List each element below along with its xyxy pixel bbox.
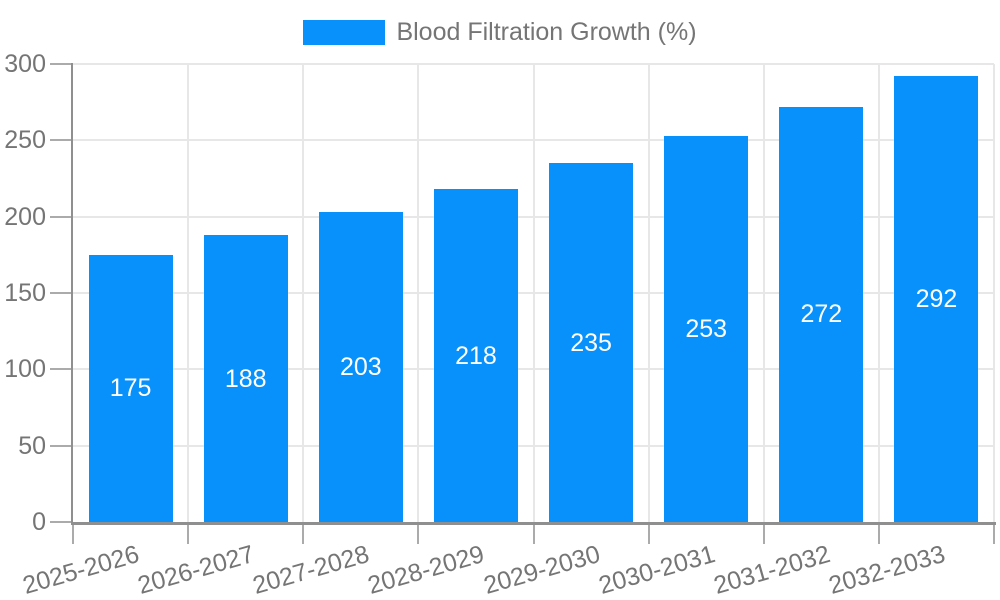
x-gridline: [877, 64, 880, 522]
bar[interactable]: 253: [664, 135, 749, 522]
x-axis-label: 2027-2028: [249, 540, 373, 600]
bar[interactable]: 188: [203, 235, 288, 522]
x-axis-tick: [762, 525, 765, 544]
x-axis-label: 2031-2032: [710, 540, 834, 600]
y-axis-line: [71, 63, 73, 522]
x-axis-tick: [647, 525, 650, 544]
x-axis-tick: [302, 525, 305, 544]
y-axis-label: 50: [18, 431, 46, 460]
y-axis-tick: [50, 139, 71, 142]
y-axis-tick: [50, 521, 71, 523]
x-axis-tick: [532, 525, 535, 544]
y-axis-label: 100: [4, 355, 46, 384]
bar[interactable]: 272: [779, 106, 864, 522]
x-axis-label: 2025-2026: [19, 540, 143, 600]
y-axis-tick: [50, 292, 71, 294]
x-axis-label: 2029-2030: [480, 540, 603, 600]
chart-legend[interactable]: Blood Filtration Growth (%): [0, 18, 1000, 47]
x-gridline: [762, 64, 765, 522]
y-axis-label: 250: [4, 126, 46, 155]
x-axis-label: 2028-2029: [365, 540, 488, 600]
x-axis-tick: [187, 525, 190, 544]
bar-value-label: 253: [685, 314, 728, 343]
bar[interactable]: 203: [318, 212, 403, 522]
y-axis-tick: [50, 368, 71, 371]
bar-value-label: 203: [339, 353, 382, 382]
y-axis-label: 200: [4, 202, 46, 231]
x-gridline: [302, 64, 305, 522]
x-axis-line: [71, 522, 996, 525]
y-axis-tick: [50, 215, 71, 218]
x-gridline: [647, 64, 650, 522]
bar-value-label: 292: [915, 285, 958, 314]
bar[interactable]: 292: [894, 76, 979, 522]
bar-value-label: 235: [570, 328, 612, 357]
y-axis-tick: [50, 63, 71, 65]
bar-value-label: 188: [224, 364, 267, 393]
y-axis-label: 0: [32, 508, 46, 536]
bar-value-label: 272: [800, 300, 843, 329]
y-axis-tick: [50, 444, 71, 447]
x-gridline: [993, 64, 995, 522]
x-axis-label: 2032-2033: [825, 540, 949, 600]
x-gridline: [532, 64, 535, 522]
x-axis-label: 2030-2031: [595, 540, 718, 600]
y-axis-label: 300: [4, 50, 46, 78]
x-gridline: [187, 64, 190, 522]
x-axis-label: 2026-2027: [134, 540, 258, 600]
bar[interactable]: 175: [88, 254, 173, 522]
x-axis-tick: [417, 525, 420, 544]
x-axis-tick: [877, 525, 880, 544]
bar[interactable]: 235: [549, 163, 634, 522]
bar-value-label: 175: [109, 374, 152, 403]
y-axis-label: 150: [4, 279, 46, 307]
legend-label: Blood Filtration Growth (%): [396, 18, 697, 46]
x-axis-tick: [72, 525, 74, 544]
legend-swatch: [303, 20, 386, 45]
bar-value-label: 218: [455, 341, 497, 370]
x-axis-tick: [993, 525, 995, 544]
bar[interactable]: 218: [433, 189, 518, 522]
x-gridline: [417, 64, 420, 522]
plot-area: 0 50 100 150 200 250 300 175 2025-2026 188 2026-20…: [4, 50, 996, 600]
